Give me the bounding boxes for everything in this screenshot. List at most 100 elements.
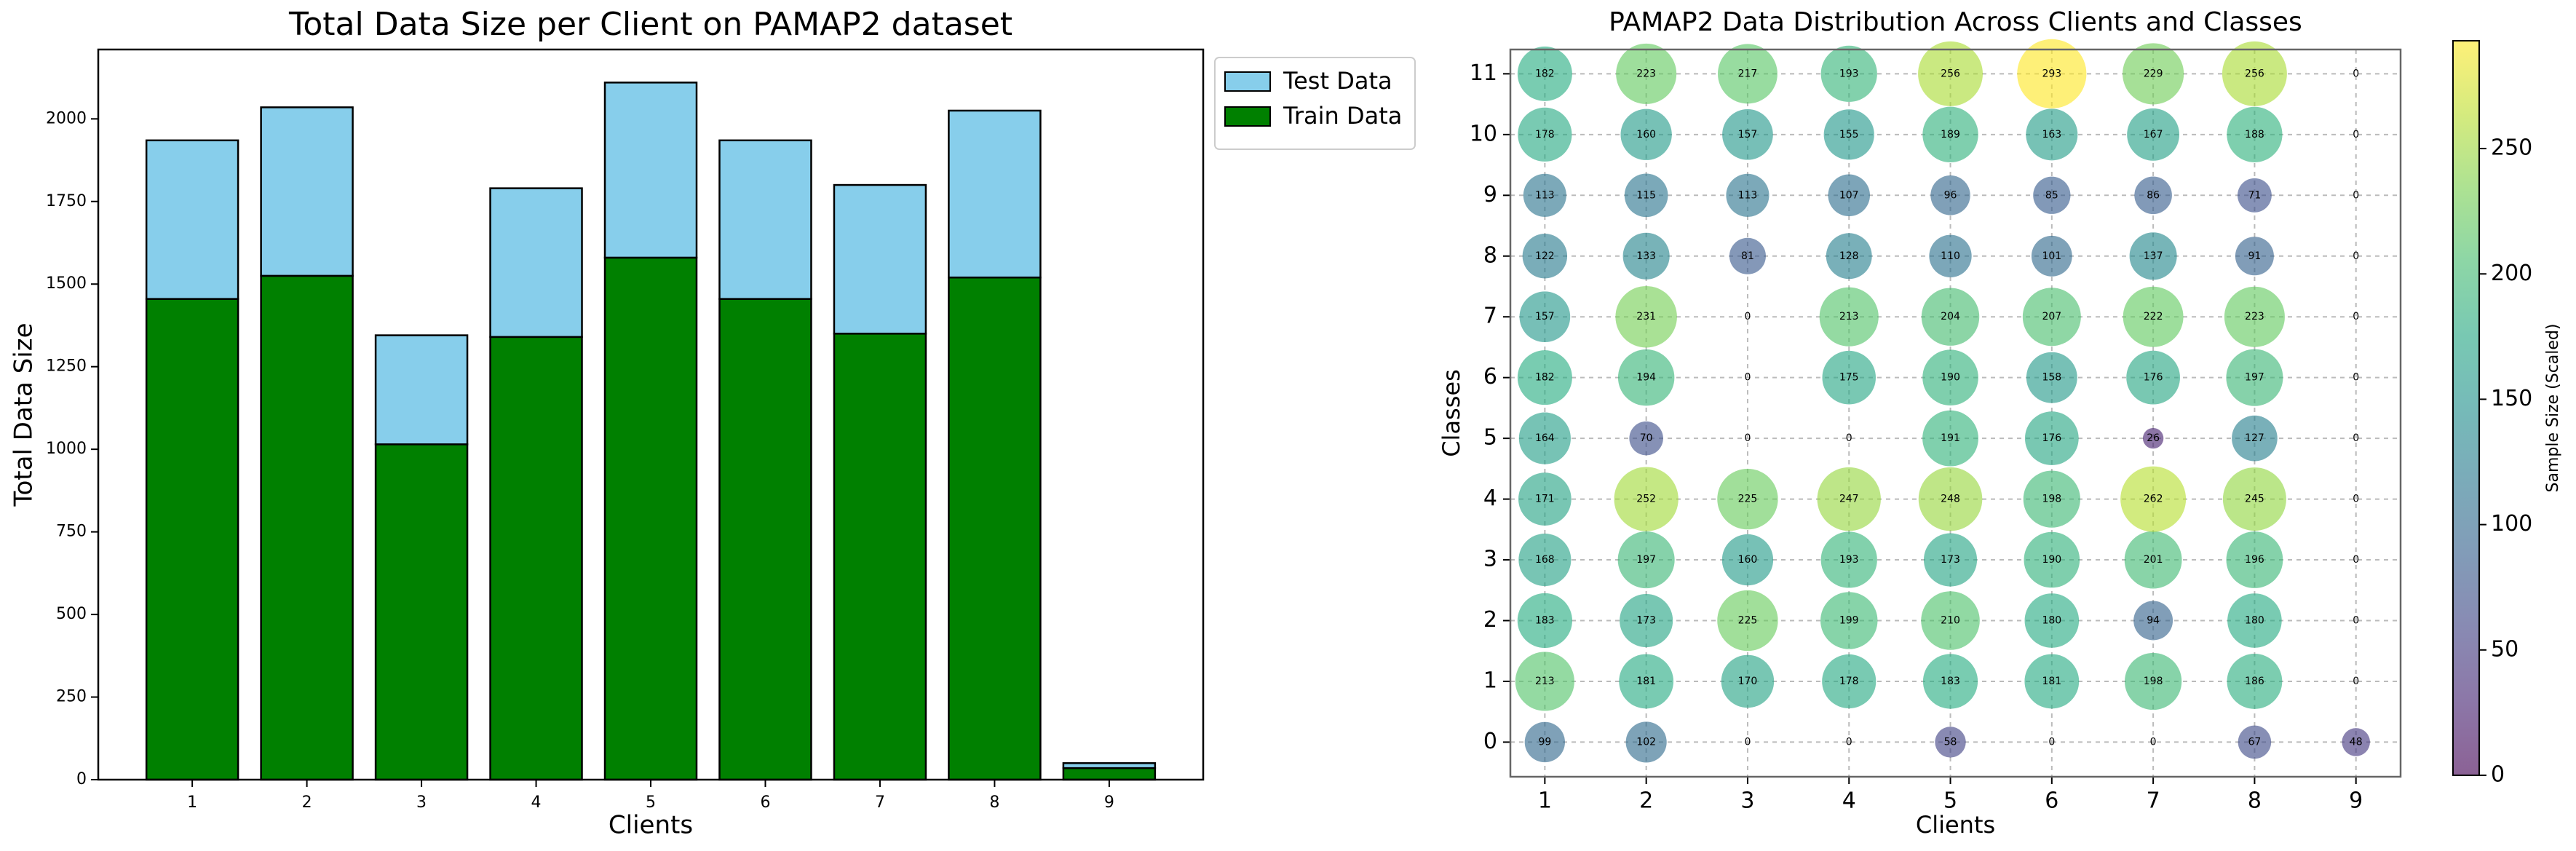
bubble: [1518, 472, 1572, 526]
bubble: [2127, 108, 2180, 161]
bubble-label: 102: [1636, 736, 1656, 748]
bubble-label: 247: [1839, 494, 1859, 505]
bubble-label: 70: [1640, 432, 1653, 444]
bubble-label: 85: [2045, 189, 2058, 201]
bubble: [1820, 592, 1878, 649]
bar: [1062, 767, 1157, 781]
bubble: [1721, 534, 1774, 586]
bubble-label: 0: [1744, 372, 1751, 384]
colorbar: [2452, 40, 2480, 776]
bubble: [1617, 531, 1675, 589]
bubble-label: 0: [1846, 432, 1852, 444]
bubble-label: 213: [1839, 311, 1859, 322]
bubble-label: 171: [1535, 494, 1555, 505]
bubble-label: 0: [1744, 432, 1751, 444]
bubble: [1624, 173, 1668, 218]
bubble-label: 190: [1941, 372, 1960, 384]
bubble: [1721, 654, 1775, 708]
bubble: [1729, 237, 1766, 274]
bubble-label: 191: [1941, 432, 1960, 444]
bubble: [2224, 286, 2285, 347]
bar: [260, 274, 354, 781]
bubble: [1717, 468, 1778, 530]
bubble: [1517, 593, 1572, 649]
bubble-label: 26: [2147, 432, 2160, 444]
bubble-label: 107: [1839, 189, 1859, 201]
bubble: [1722, 109, 1773, 160]
bubble-label: 188: [2245, 129, 2264, 140]
bubble: [1517, 350, 1572, 405]
bubble-label: 248: [1941, 494, 1960, 505]
bubble: [2232, 415, 2278, 462]
y-tick-label: 11: [1470, 60, 1497, 86]
bubble: [1524, 721, 1566, 763]
bubble-label: 0: [2353, 372, 2359, 384]
bubble-label: 193: [1839, 68, 1859, 79]
bubble-label: 196: [2245, 554, 2264, 566]
bubble-label: 225: [1738, 494, 1758, 505]
bubble-label: 158: [2042, 372, 2061, 384]
bubble: [1819, 287, 1879, 347]
bubble-label: 48: [2350, 736, 2363, 748]
y-tick-label: 0: [76, 770, 87, 788]
bubble: [1522, 234, 1568, 279]
bubble-label: 168: [1535, 554, 1555, 566]
bubble: [2227, 106, 2283, 162]
bubble: [2026, 352, 2077, 403]
bubble: [2033, 176, 2071, 214]
bubble-label: 245: [2245, 494, 2264, 505]
bubble: [2142, 427, 2164, 449]
chart-title: PAMAP2 Data Distribution Across Clients …: [1609, 7, 2302, 37]
bubble-label: 96: [1944, 189, 1957, 201]
bubble: [1930, 175, 1970, 215]
bubble: [1518, 107, 1572, 162]
x-tick-label: 8: [2248, 788, 2262, 814]
bubble: [1515, 652, 1574, 711]
bubble: [2222, 41, 2287, 106]
bubble-label: 198: [2144, 676, 2163, 687]
bubble-label: 182: [1535, 68, 1555, 79]
bubble-label: 58: [1944, 736, 1957, 748]
bubble-label: 189: [1941, 129, 1960, 140]
bubble: [1823, 109, 1874, 160]
x-tick-label: 9: [1104, 793, 1114, 812]
y-tick-label: 750: [56, 523, 87, 541]
bubble: [2235, 237, 2274, 276]
bubble: [2120, 466, 2187, 532]
x-tick-label: 3: [1740, 788, 1754, 814]
bubble-label: 181: [2042, 676, 2061, 687]
bubble-label: 223: [1636, 68, 1656, 79]
bubble-label: 81: [1741, 250, 1754, 262]
bubble: [1616, 43, 1677, 104]
bubble-label: 0: [2353, 554, 2359, 566]
y-axis-label: Total Data Size: [9, 323, 39, 507]
bubble-label: 256: [1941, 68, 1960, 79]
plot-frame: [97, 48, 1205, 781]
legend-label: Test Data: [1283, 67, 1392, 95]
bubble-label: 157: [1535, 311, 1555, 322]
bubble-label: 193: [1839, 554, 1859, 566]
bubble: [2123, 43, 2184, 105]
colorbar-tick-label: 100: [2491, 511, 2532, 537]
bubble: [2342, 728, 2370, 756]
bubble: [1615, 285, 1677, 348]
bubble-label: 183: [1535, 615, 1555, 627]
bar: [603, 82, 698, 259]
bubble: [1918, 41, 1983, 106]
colorbar-tick-label: 0: [2491, 762, 2505, 788]
colorbar-tick-label: 50: [2491, 636, 2518, 662]
x-tick-label: 4: [531, 793, 542, 812]
chart-title: Total Data Size per Client on PAMAP2 dat…: [288, 6, 1012, 43]
bubble: [1826, 233, 1872, 280]
bubble: [1921, 591, 1980, 650]
y-axis-label: Classes: [1438, 369, 1465, 457]
bubble-label: 210: [1941, 615, 1960, 627]
bubble-label: 175: [1839, 372, 1859, 384]
bubble-label: 99: [1538, 736, 1551, 748]
colorbar-tick-label: 250: [2491, 135, 2532, 161]
bubble: [1820, 531, 1877, 588]
bubble-label: 223: [2245, 311, 2264, 322]
bubble-label: 0: [2353, 68, 2359, 79]
bubble-label: 94: [2147, 615, 2160, 627]
